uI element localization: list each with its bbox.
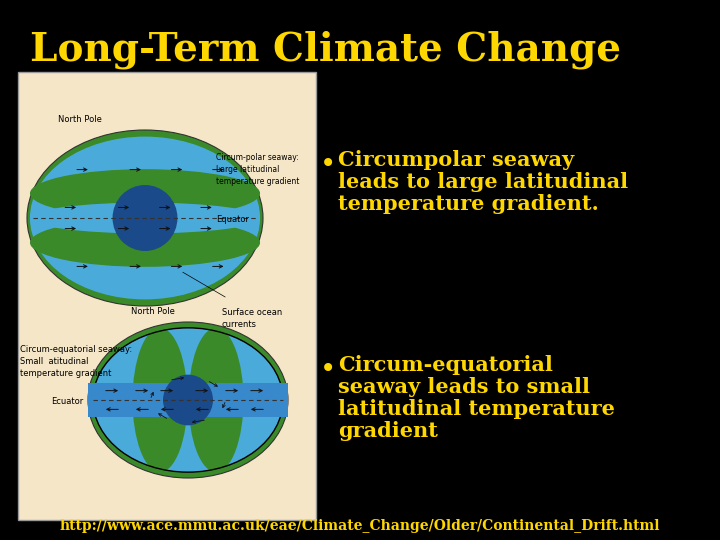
Ellipse shape (163, 375, 213, 426)
Text: Equator: Equator (216, 215, 249, 225)
Text: leads to large latitudinal: leads to large latitudinal (338, 172, 628, 192)
Ellipse shape (30, 169, 260, 218)
Ellipse shape (132, 328, 187, 472)
Text: Ecuator: Ecuator (50, 397, 83, 407)
Text: Circum-polar seaway:
Large latitudinal
temperature gradient: Circum-polar seaway: Large latitudinal t… (216, 153, 300, 186)
Text: Circumpolar seaway: Circumpolar seaway (338, 150, 574, 170)
Text: North Pole: North Pole (131, 307, 175, 316)
Ellipse shape (30, 202, 260, 233)
Bar (88, 383, 288, 417)
Text: seaway leads to small: seaway leads to small (338, 377, 590, 397)
Text: North Pole: North Pole (58, 115, 102, 124)
Text: Circum-equatorial seaway:
Small  atitudinal
temperature gradient: Circum-equatorial seaway: Small atitudin… (20, 345, 132, 377)
Ellipse shape (30, 219, 260, 267)
Text: •: • (320, 150, 336, 178)
Ellipse shape (30, 137, 260, 299)
Ellipse shape (27, 130, 263, 306)
Ellipse shape (189, 328, 243, 472)
Ellipse shape (88, 322, 288, 478)
Text: •: • (320, 355, 336, 383)
Text: http://www.ace.mmu.ac.uk/eae/Climate_Change/Older/Continental_Drift.html: http://www.ace.mmu.ac.uk/eae/Climate_Cha… (60, 519, 660, 533)
Ellipse shape (93, 328, 283, 472)
Text: Long-Term Climate Change: Long-Term Climate Change (30, 31, 621, 69)
Ellipse shape (112, 185, 177, 251)
Text: gradient: gradient (338, 421, 438, 441)
Text: Circum-equatorial: Circum-equatorial (338, 355, 553, 375)
FancyBboxPatch shape (18, 72, 316, 520)
Text: latitudinal temperature: latitudinal temperature (338, 399, 615, 419)
Text: Surface ocean
currents: Surface ocean currents (222, 308, 282, 329)
Text: temperature gradient.: temperature gradient. (338, 194, 599, 214)
